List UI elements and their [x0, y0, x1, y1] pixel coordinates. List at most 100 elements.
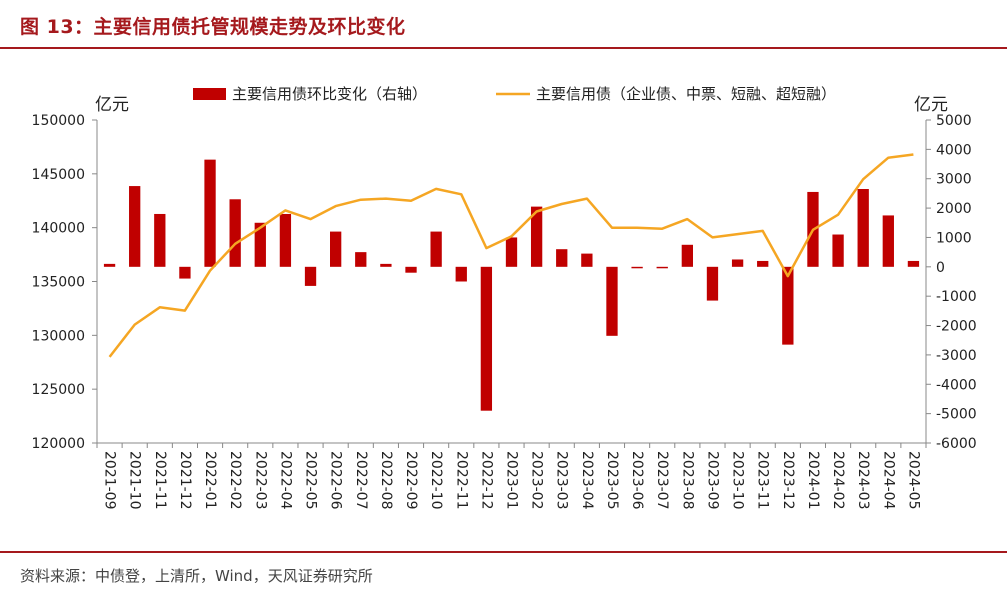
legend: 主要信用债环比变化（右轴） 主要信用债（企业债、中票、短融、超短融）: [193, 85, 836, 103]
right-tick-label: -3000: [936, 348, 977, 364]
x-tick-label: 2022-12: [478, 451, 494, 510]
x-tick-label: 2023-07: [654, 451, 670, 510]
bar: [355, 252, 367, 267]
bar: [154, 213, 166, 267]
x-tick-label: 2021-09: [102, 451, 118, 510]
bar: [656, 266, 668, 269]
x-tick-labels: 2021-09 2021-10 2021-11 2021-12 2022-01 2022-…: [102, 451, 922, 510]
figure-title: 图 13：主要信用债托管规模走势及环比变化: [20, 16, 406, 38]
x-tick-label: 2023-08: [679, 451, 695, 510]
bar: [882, 215, 894, 267]
bar: [706, 266, 719, 301]
x-tick-label: 2022-11: [453, 451, 469, 510]
right-tick-label: 2000: [936, 201, 972, 217]
bar: [681, 244, 694, 267]
line-series: [108, 153, 914, 358]
bar: [430, 231, 442, 267]
left-tick-label: 130000: [32, 328, 85, 344]
bar: [179, 266, 191, 279]
x-tick-label: 2022-08: [378, 451, 394, 510]
bar: [455, 266, 467, 282]
x-tick-label: 2022-04: [277, 451, 293, 510]
bar: [254, 222, 266, 267]
bar: [757, 260, 769, 267]
left-tick-label: 120000: [32, 436, 85, 452]
left-tick-label: 140000: [32, 221, 85, 237]
x-tick-label: 2023-05: [604, 451, 620, 510]
right-tick-label: 3000: [936, 172, 972, 188]
axes: 150000 145000 140000 135000 130000 125000 1200…: [32, 113, 977, 452]
right-tick-label: 5000: [936, 113, 972, 129]
x-tick-label: 2022-05: [303, 451, 319, 510]
right-tick-label: 1000: [936, 230, 972, 246]
left-tick-label: 135000: [32, 275, 85, 291]
x-tick-label: 2024-05: [905, 451, 921, 510]
right-tick-label: -4000: [936, 377, 977, 393]
bar: [631, 266, 643, 269]
chart: 主要信用债环比变化（右轴） 主要信用债（企业债、中票、短融、超短融） 亿元 亿元…: [32, 85, 977, 510]
right-tick-label: 4000: [936, 142, 972, 158]
bar: [480, 266, 493, 411]
x-tick-label: 2024-04: [880, 451, 896, 510]
x-tick-label: 2023-02: [529, 451, 545, 510]
x-tick-label: 2024-01: [805, 451, 821, 510]
bar: [405, 266, 417, 273]
bar: [204, 159, 216, 267]
legend-bar-label: 主要信用债环比变化（右轴）: [232, 85, 427, 103]
bar: [782, 266, 794, 345]
x-tick-label: 2021-10: [127, 451, 143, 510]
bar: [907, 260, 920, 267]
bar: [606, 266, 618, 336]
left-axis-unit: 亿元: [95, 95, 129, 115]
source-note: 资料来源：中债登，上清所，Wind，天风证券研究所: [20, 567, 373, 585]
x-tick-label: 2022-03: [252, 451, 268, 510]
bar: [103, 263, 116, 267]
bar: [229, 199, 241, 267]
bar: [279, 213, 292, 267]
x-tick-label: 2023-11: [755, 451, 771, 510]
top-rule: [0, 47, 1007, 49]
bar: [832, 234, 844, 267]
x-tick-label: 2023-01: [504, 451, 520, 510]
bar: [556, 249, 568, 267]
x-tick-label: 2022-02: [227, 451, 243, 510]
right-tick-label: 0: [936, 260, 945, 276]
x-tick-label: 2023-10: [730, 451, 746, 510]
series-line: [108, 153, 914, 358]
bar: [380, 263, 392, 267]
left-tick-label: 150000: [32, 113, 85, 129]
legend-bar-swatch: [193, 88, 226, 100]
right-tick-label: -5000: [936, 407, 977, 423]
right-axis-unit: 亿元: [914, 95, 948, 115]
x-tick-label: 2022-09: [403, 451, 419, 510]
x-tick-label: 2023-03: [554, 451, 570, 510]
x-tick-label: 2022-01: [202, 451, 218, 510]
left-tick-label: 125000: [32, 382, 85, 398]
right-tick-label: -6000: [936, 436, 977, 452]
x-tick-label: 2023-04: [579, 451, 595, 510]
x-tick-label: 2021-11: [152, 451, 168, 510]
x-tick-label: 2022-07: [353, 451, 369, 510]
x-tick-label: 2023-06: [629, 451, 645, 510]
x-tick-label: 2023-12: [780, 451, 796, 510]
x-tick-label: 2022-10: [428, 451, 444, 510]
bar: [530, 206, 543, 267]
bar: [581, 253, 593, 267]
right-tick-label: -2000: [936, 319, 977, 335]
bottom-rule: [0, 551, 1007, 553]
x-tick-label: 2024-03: [855, 451, 871, 510]
bar: [505, 237, 518, 267]
x-tick-label: 2023-09: [704, 451, 720, 510]
bar: [857, 189, 869, 267]
x-tick-label: 2022-06: [328, 451, 344, 510]
right-tick-label: -1000: [936, 289, 977, 305]
left-tick-label: 145000: [32, 167, 85, 183]
bar: [329, 231, 342, 267]
x-tick-label: 2024-02: [830, 451, 846, 510]
x-tick-label: 2021-12: [177, 451, 193, 510]
bar: [304, 266, 317, 286]
bar: [731, 259, 744, 267]
bar: [129, 186, 141, 267]
legend-line-label: 主要信用债（企业债、中票、短融、超短融）: [536, 85, 836, 103]
bar-series: [103, 159, 920, 411]
